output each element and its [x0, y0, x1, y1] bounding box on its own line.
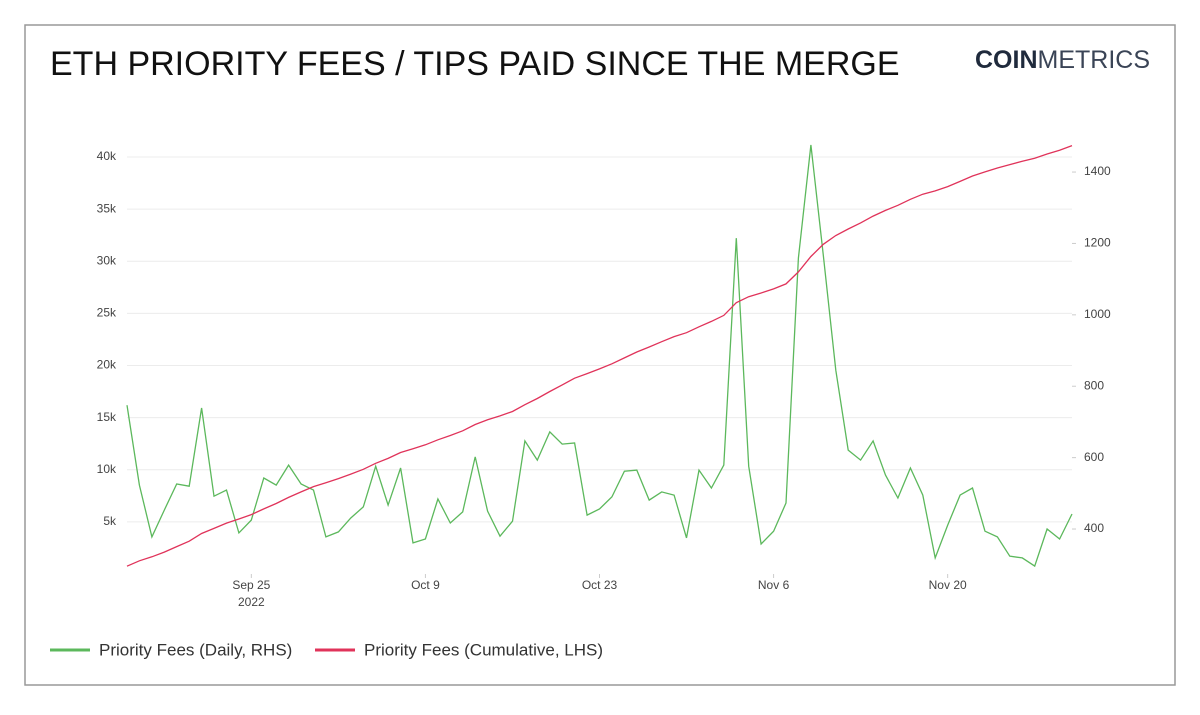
- series-line: [126, 144, 1073, 568]
- legend-label: Priority Fees (Daily, RHS): [99, 640, 292, 659]
- y2-tick-label: 400: [1084, 521, 1104, 535]
- y-tick-label: 30k: [97, 253, 117, 267]
- y-tick-label: 5k: [103, 514, 117, 528]
- x-tick-label: Oct 9: [411, 578, 440, 592]
- y2-tick-label: 1000: [1084, 307, 1111, 321]
- y2-tick-label: 600: [1084, 450, 1104, 464]
- brand-bold: COIN: [975, 46, 1038, 74]
- y-tick-label: 35k: [97, 201, 117, 215]
- x-tick-label: Sep 25: [232, 578, 270, 592]
- x-tick-label: Nov 6: [758, 578, 790, 592]
- y2-tick-label: 1400: [1084, 164, 1111, 178]
- series-line: [126, 144, 1073, 567]
- x-tick-label: Oct 23: [582, 578, 618, 592]
- y2-tick-label: 1200: [1084, 236, 1111, 250]
- y-tick-label: 40k: [97, 149, 117, 163]
- y-tick-label: 10k: [97, 462, 117, 476]
- legend-label: Priority Fees (Cumulative, LHS): [364, 640, 603, 659]
- y-tick-label: 20k: [97, 358, 117, 372]
- y-tick-label: 15k: [97, 410, 117, 424]
- chart-title: ETH PRIORITY FEES / TIPS PAID SINCE THE …: [50, 45, 900, 83]
- y2-tick-label: 800: [1084, 378, 1104, 392]
- x-tick-label: Nov 20: [929, 578, 967, 592]
- brand-light: METRICS: [1038, 46, 1151, 74]
- x-year-label: 2022: [238, 595, 265, 609]
- brand-logo: COINMETRICS: [975, 46, 1150, 74]
- y-tick-label: 25k: [97, 306, 117, 320]
